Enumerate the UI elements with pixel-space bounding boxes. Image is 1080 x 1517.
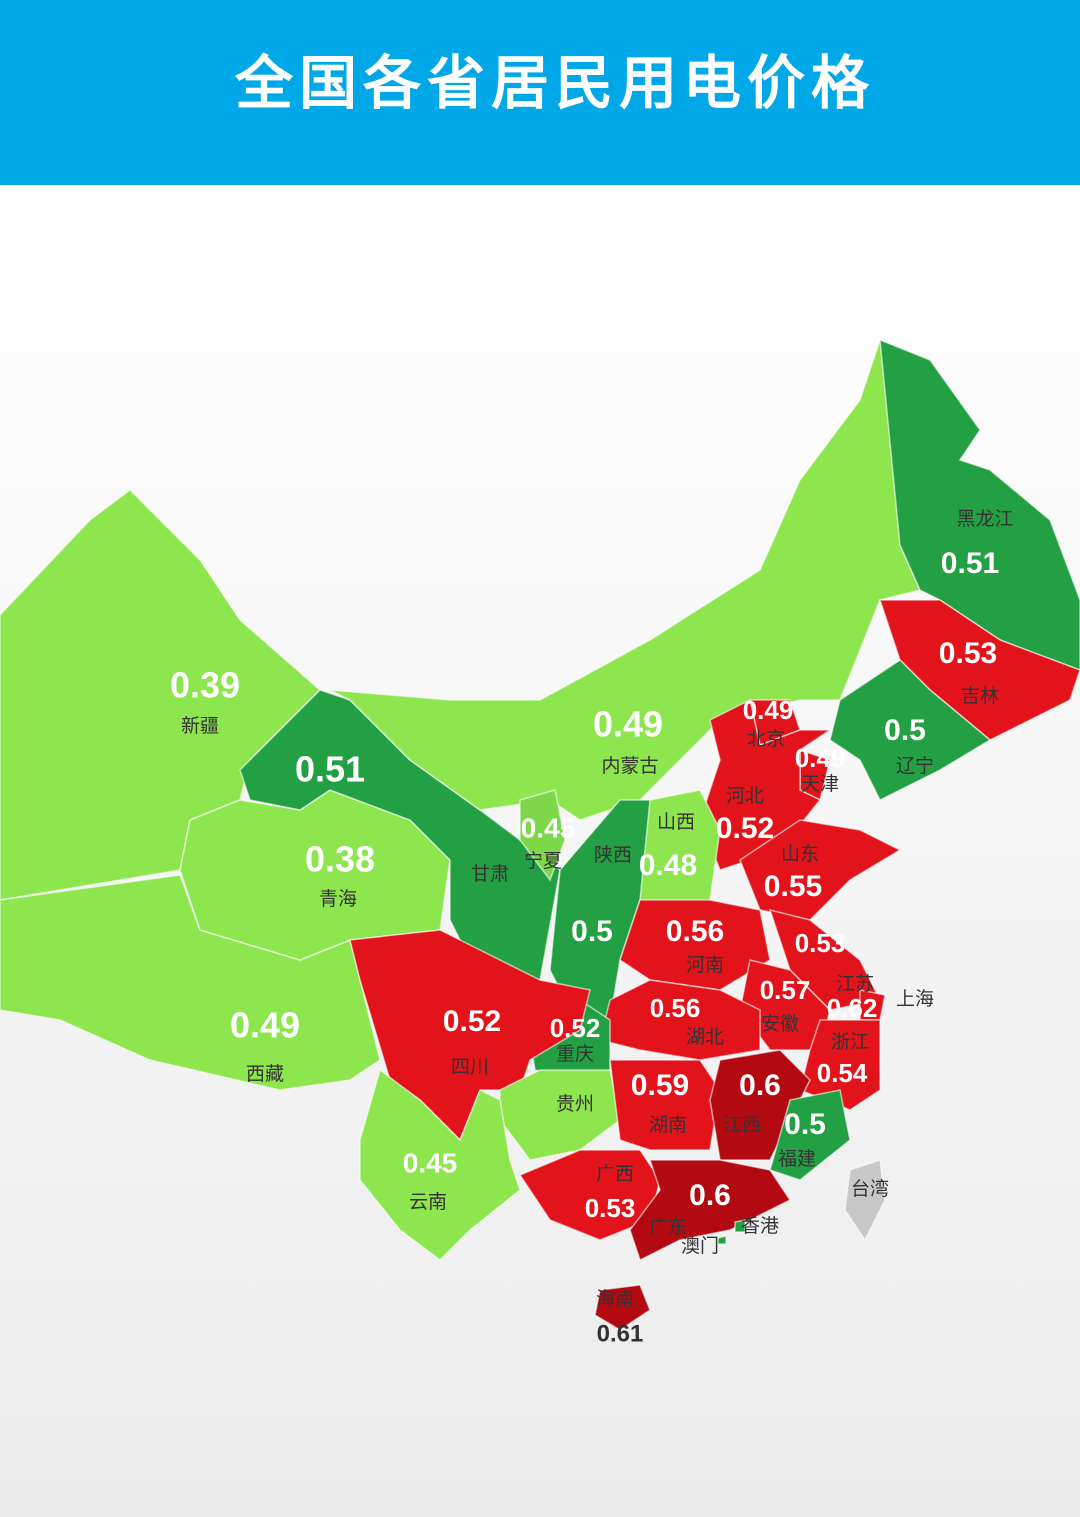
region-shape: [799, 1019, 881, 1111]
price-label: 0.61: [597, 1320, 644, 1347]
price-label: 0.55: [764, 870, 822, 903]
region-name: 内蒙古: [601, 755, 658, 777]
price-label: 0.52: [443, 1005, 501, 1038]
price-label: 0.45: [403, 1147, 458, 1178]
map-labels: 0.39 新疆 0.49 西藏 0.38 青海 0.51 甘肃 0.49 内蒙古 0.51 黑龙江 0.…: [170, 508, 1014, 1347]
price-label: 0.54: [817, 1058, 868, 1088]
price-label: 0.49: [795, 743, 846, 773]
region-name: 安徽: [761, 1013, 799, 1035]
region-name: 吉林: [961, 685, 999, 707]
region-name: 四川: [451, 1056, 489, 1078]
price-label: 0.45: [521, 812, 576, 843]
price-label: 0.57: [760, 975, 811, 1005]
region-name: 山东: [781, 843, 819, 865]
map-regions: [0, 338, 1080, 1331]
region-shape: [609, 1059, 721, 1151]
region-name: 江西: [723, 1114, 761, 1136]
price-label: 0.38: [305, 839, 375, 880]
region-name: 浙江: [831, 1031, 869, 1053]
price-label: 0.51: [295, 749, 365, 790]
region-name: 湖北: [686, 1026, 724, 1048]
region-name: 宁夏: [524, 850, 562, 872]
region-shape: [519, 789, 566, 882]
price-label: 0.6: [689, 1179, 731, 1212]
title: 全国各省居民用电价格: [234, 49, 875, 117]
region-name: 西藏: [246, 1063, 284, 1085]
price-label: 0.53: [939, 637, 997, 670]
region-shape: [594, 1284, 651, 1331]
price-label: 0.5: [884, 714, 926, 747]
region-name: 湖南: [649, 1114, 687, 1136]
region-name: 海南: [596, 1288, 634, 1310]
region-name: 上海: [896, 988, 934, 1010]
region-name: 辽宁: [896, 755, 934, 777]
region-shape: [717, 1235, 727, 1245]
price-label: 0.48: [639, 849, 697, 882]
region-name: 广西: [596, 1163, 634, 1185]
region-name: 山西: [657, 811, 695, 833]
price-label: 0.6: [739, 1069, 781, 1102]
region-shape: [829, 659, 992, 802]
region-name: 青海: [319, 888, 357, 910]
header-bar: [0, 0, 1080, 185]
region-name: 黑龙江: [956, 508, 1013, 530]
price-label: 0.53: [585, 1193, 636, 1223]
price-label: 0.49: [743, 695, 794, 725]
price-label: 0.49: [230, 1005, 300, 1046]
region-name: 河南: [686, 954, 724, 976]
region-shape: [359, 1068, 521, 1261]
price-label: 0.52: [716, 812, 774, 845]
region-shape: [769, 1089, 851, 1181]
region-name: 贵州: [556, 1093, 594, 1115]
region-name: 福建: [778, 1148, 816, 1170]
price-label: 0.39: [170, 665, 240, 706]
price-label: 0.56: [666, 915, 724, 948]
region-name: 新疆: [181, 715, 219, 737]
price-label: 0.53: [795, 928, 846, 958]
price-label: 0.56: [650, 993, 701, 1023]
price-label: 0.5: [784, 1108, 826, 1141]
price-label: 0.52: [550, 1013, 601, 1043]
region-name: 重庆: [556, 1043, 594, 1065]
region-name: 河北: [726, 785, 764, 807]
region-name: 江苏: [836, 973, 874, 995]
region-name: 天津: [801, 773, 839, 795]
region-name: 云南: [409, 1191, 447, 1213]
region-name: 澳门: [681, 1235, 719, 1257]
region-shape: [739, 819, 902, 921]
price-label: 0.62: [827, 993, 878, 1023]
region-shape: [599, 979, 761, 1061]
price-label: 0.59: [631, 1069, 689, 1102]
region-name: 台湾: [851, 1178, 889, 1200]
region-name: 香港: [741, 1215, 779, 1237]
region-name: 北京: [747, 728, 785, 750]
price-label: 0.49: [593, 704, 663, 745]
region-name: 甘肃: [471, 863, 509, 885]
region-name: 陕西: [594, 844, 632, 866]
region-shape: [844, 1158, 886, 1242]
region-name: 广东: [649, 1216, 687, 1238]
region-shape: [879, 338, 1080, 671]
region-shape: [629, 1159, 792, 1262]
price-label: 0.51: [941, 547, 999, 580]
region-shape: [619, 899, 771, 991]
region-shape: [734, 1219, 746, 1233]
price-label: 0.5: [571, 915, 613, 948]
